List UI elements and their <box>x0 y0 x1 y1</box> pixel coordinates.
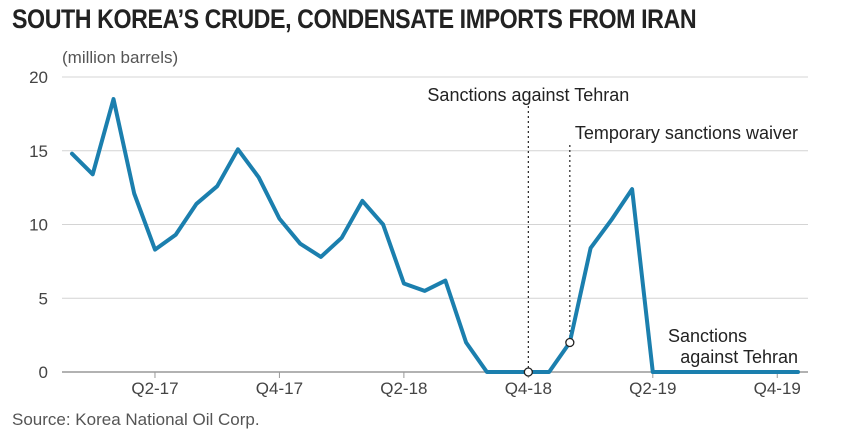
y-tick-label-10: 10 <box>29 216 48 235</box>
x-tick-label-q2-19: Q2-19 <box>629 379 676 398</box>
annotation-marker-sanctions <box>523 367 533 377</box>
x-tick-label-q4-19: Q4-19 <box>754 379 801 398</box>
series-line-0 <box>70 97 800 374</box>
annotation-label-sanctions: Sanctions against Tehran <box>427 85 629 105</box>
annotation-lines <box>527 106 571 372</box>
annotation-label-sanctions-2-line-2: against Tehran <box>680 347 798 367</box>
y-tick-label-15: 15 <box>29 142 48 161</box>
annotation-marker-waiver <box>565 337 575 348</box>
annotation-label-waiver: Temporary sanctions waiver <box>575 123 798 143</box>
x-tick-label-q4-18: Q4-18 <box>505 379 552 398</box>
y-tick-label-20: 20 <box>29 68 48 87</box>
x-tick-labels: Q2-17 Q4-17 Q2-18 Q4-18 Q2-19 Q4-19 <box>131 379 801 398</box>
annotation-markers <box>523 337 575 377</box>
annotation-label-sanctions-2-line-1: Sanctions <box>668 326 747 346</box>
y-tick-labels: 0 5 10 15 20 <box>29 68 48 382</box>
x-tick-label-q2-17: Q2-17 <box>131 379 178 398</box>
x-tick-label-q2-18: Q2-18 <box>380 379 427 398</box>
y-tick-label-5: 5 <box>39 289 48 308</box>
annotation-labels: Sanctions against Tehran Temporary sancti… <box>427 85 798 367</box>
y-tick-label-0: 0 <box>39 363 48 382</box>
source-note: Source: Korea National Oil Corp. <box>12 410 260 429</box>
y-axis-unit-label: (million barrels) <box>62 48 178 67</box>
series-lines <box>70 97 800 374</box>
x-tick-label-q4-17: Q4-17 <box>256 379 303 398</box>
chart-title: SOUTH KOREA’S CRUDE, CONDENSATE IMPORTS … <box>12 4 697 34</box>
